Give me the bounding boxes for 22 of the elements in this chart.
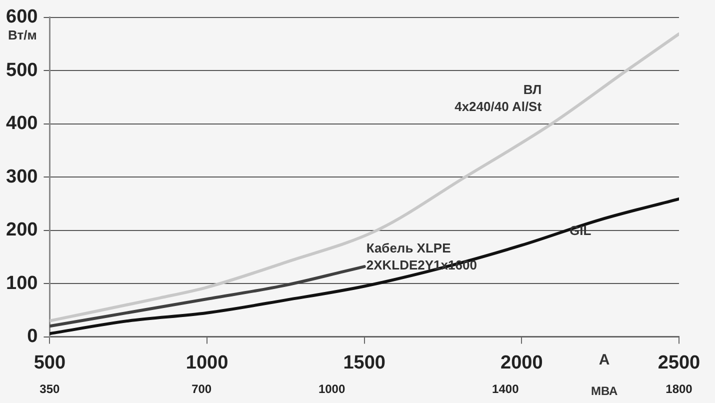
- x2-tick-label: 1000: [318, 382, 346, 396]
- y-tick-label: 300: [6, 166, 38, 188]
- x-tick-label: 500: [34, 352, 66, 374]
- y-tick-label: 200: [6, 220, 38, 241]
- y-tick-label: 400: [6, 113, 38, 134]
- x2-tick-label: 700: [192, 382, 212, 396]
- x-axis-title: А: [598, 351, 610, 368]
- x2-tick-label: 350: [40, 382, 60, 396]
- series-label: ВЛ 4x240/40 Al/St: [454, 82, 542, 114]
- y-tick-label: 500: [6, 60, 38, 81]
- y-tick-label: 600: [6, 6, 38, 28]
- y-tick-label: 100: [6, 272, 38, 294]
- x-tick-label: 2500: [658, 352, 700, 374]
- y-tick-label: 0: [27, 326, 38, 348]
- y-axis-title: Вт/м: [8, 27, 37, 42]
- x-tick-label: 1500: [343, 352, 386, 374]
- x2-tick-label: 1800: [666, 382, 693, 396]
- x-tick-label: 1000: [186, 352, 228, 374]
- line-series: [50, 265, 366, 328]
- x2-axis-title: МВА: [590, 384, 618, 398]
- x2-tick-label: 1400: [492, 382, 520, 396]
- x-tick-label: 2000: [500, 352, 543, 374]
